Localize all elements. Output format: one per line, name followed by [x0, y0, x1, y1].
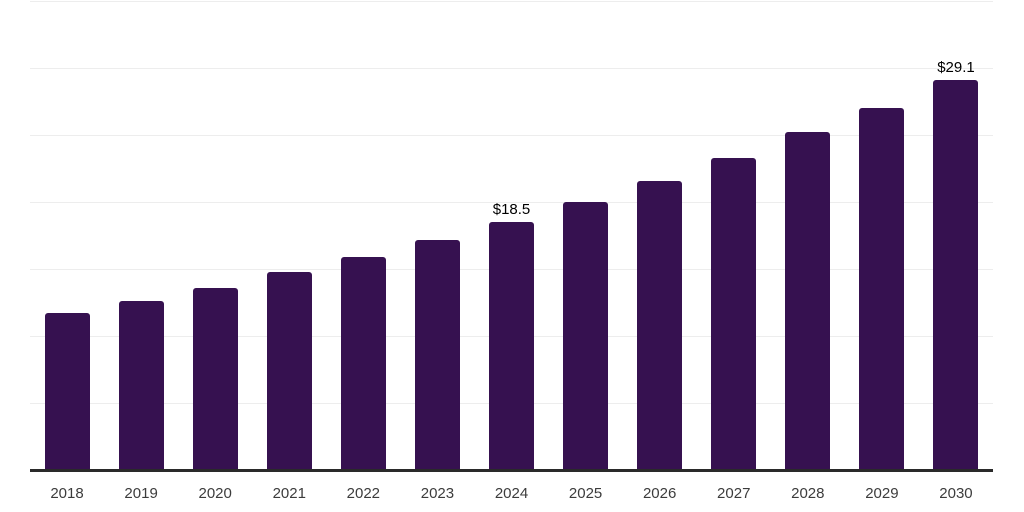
bar-2024 [489, 222, 534, 470]
bar-2019 [118, 301, 164, 470]
x-tick-label-2018: 2018 [50, 485, 84, 502]
bar-2026 [637, 180, 683, 470]
bar-2022 [340, 256, 386, 470]
x-tick-label-2019: 2019 [124, 485, 158, 502]
x-tick-label-2028: 2028 [791, 485, 825, 502]
bars-container: $18.5 $29.1 [30, 1, 993, 470]
x-tick-label-2025: 2025 [568, 485, 603, 502]
bar-column-2023 [400, 1, 474, 470]
bar-column-2028 [771, 1, 845, 470]
bar-column-2029 [845, 1, 919, 470]
gridline [30, 202, 993, 203]
bar-column-2020 [178, 1, 252, 470]
x-tick-label-2020: 2020 [198, 485, 232, 502]
bar-column-2024: $18.5 [474, 1, 548, 470]
gridline [30, 68, 993, 69]
x-axis-line [30, 469, 993, 472]
bar-2023 [414, 239, 460, 470]
bar-2021 [266, 271, 312, 470]
gridline [30, 1, 993, 2]
bar-2020 [192, 287, 238, 470]
x-tick-label-2030: 2030 [939, 485, 973, 502]
x-tick-label-2027: 2027 [717, 485, 751, 502]
x-tick-label-2024: 2024 [494, 485, 529, 502]
bar-2018 [44, 313, 90, 470]
gridline [30, 135, 993, 136]
bar-column-2019 [104, 1, 178, 470]
bar-column-2022 [326, 1, 400, 470]
x-tick-label-2022: 2022 [346, 485, 381, 502]
plot-area: $18.5 $29.1 [30, 1, 993, 472]
x-axis-tick-labels: 2018 2019 2020 2021 2022 2023 2024 2025 2026 2027… [30, 485, 993, 502]
x-tick-label-2021: 2021 [272, 485, 306, 502]
x-tick-label-2026: 2026 [642, 485, 677, 502]
bar-2028 [785, 132, 831, 470]
bar-2025 [563, 202, 609, 470]
bar-column-2030: $29.1 [919, 1, 993, 470]
bar-2029 [859, 108, 905, 470]
bar-column-2026 [623, 1, 697, 470]
bar-column-2027 [697, 1, 771, 470]
bar-column-2025 [549, 1, 623, 470]
bar-2030 [933, 80, 979, 470]
bar-2027 [711, 157, 757, 470]
x-tick-label-2029: 2029 [865, 485, 899, 502]
bar-column-2018 [30, 1, 104, 470]
x-tick-label-2023: 2023 [420, 485, 455, 502]
data-label-2024: $18.5 [492, 201, 531, 219]
data-label-2030: $29.1 [937, 59, 975, 77]
bar-column-2021 [252, 1, 326, 470]
